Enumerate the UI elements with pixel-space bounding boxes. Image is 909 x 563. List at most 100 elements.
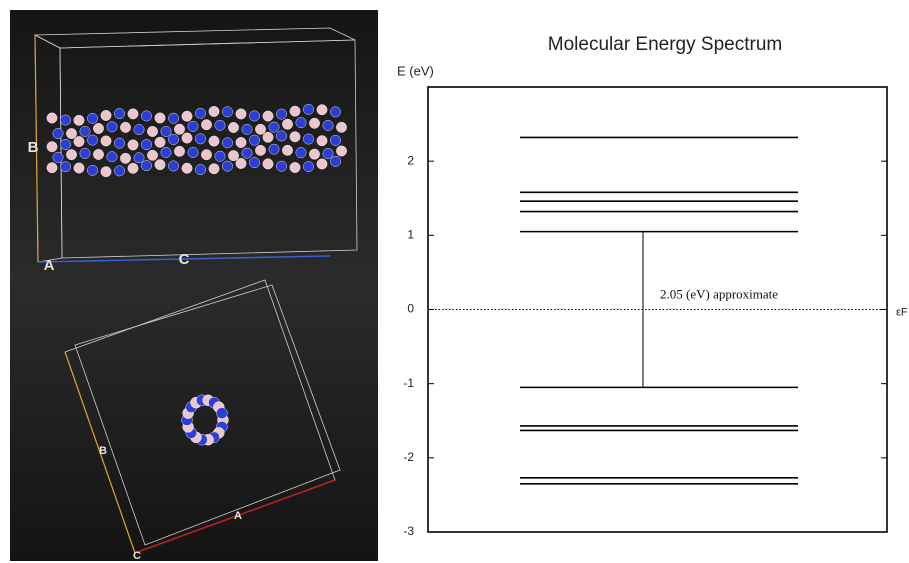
atom [269,144,279,154]
atom [222,107,232,117]
atom [141,111,151,121]
atom [317,159,327,169]
atom [242,124,252,134]
atom [87,165,97,175]
y-tick-label: 1 [407,228,414,242]
page: {"chart_data": {"type": "energy-levels",… [0,0,909,563]
atom [209,106,219,116]
atom [303,134,313,144]
atom [47,163,57,173]
atom [282,145,292,155]
chart-title: Molecular Energy Spectrum [548,34,782,55]
atom [276,109,286,119]
atom [269,122,279,132]
atom [236,137,246,147]
atom [128,140,138,150]
atom [336,122,346,132]
atom [201,120,211,130]
atom [236,109,246,119]
atom [290,132,300,142]
atom [155,113,165,123]
atom [309,118,319,128]
atom [330,107,340,117]
atom [282,119,292,129]
atom [128,109,138,119]
atom [60,162,70,172]
atom [174,124,184,134]
atom [147,150,157,160]
atom [323,120,333,130]
atom [276,131,286,141]
atom [101,136,111,146]
atom [330,156,340,166]
atom [276,161,286,171]
atom [128,163,138,173]
atom [134,124,144,134]
axis-label: B [99,445,107,457]
atom [228,150,238,160]
atom [168,161,178,171]
atom [114,166,124,176]
atom [195,134,205,144]
atom [47,142,57,152]
figure: B A C B A C Molecular Energy Spectrum E … [0,0,909,563]
atom [93,123,103,133]
atom [336,146,346,156]
atom [66,149,76,159]
atom [53,128,63,138]
atom [303,161,313,171]
axis-label: C [133,550,141,562]
energy-chart: Molecular Energy Spectrum E (eV) -3-2-10… [397,34,908,538]
atom [215,151,225,161]
atom [93,149,103,159]
structure-views: B A C B A C [10,10,378,562]
gap-annotation: 2.05 (eV) approximate [660,286,778,301]
atom [195,108,205,118]
y-axis-label: E (eV) [397,63,434,78]
atom [228,122,238,132]
atom [120,122,130,132]
atom [201,149,211,159]
atom [74,115,84,125]
atom [216,408,227,419]
y-tick-label: -2 [403,450,414,464]
atom [330,135,340,145]
atom [263,159,273,169]
atom [161,126,171,136]
atom [87,113,97,123]
atom [107,152,117,162]
atom [290,106,300,116]
atom [60,115,70,125]
y-tick-label: 2 [407,153,414,167]
atom [296,117,306,127]
atom [249,135,259,145]
atom [47,113,57,123]
atom [120,153,130,163]
atom [255,124,265,134]
atom [255,145,265,155]
atom [209,136,219,146]
atom [323,148,333,158]
axis-label: B [28,139,39,156]
atom [114,108,124,118]
atom [263,132,273,142]
atom [182,163,192,173]
atom [209,164,219,174]
atom [249,111,259,121]
atom [222,161,232,171]
plot-frame [428,87,887,532]
atom [141,139,151,149]
atom [188,147,198,157]
axis-label: C [179,251,190,268]
fermi-label: εF [896,306,908,318]
atom [188,121,198,131]
atom [317,105,327,115]
atom [53,152,63,162]
y-tick-label: -3 [403,524,414,538]
atom [80,126,90,136]
side-view-background [10,273,378,561]
atom [222,138,232,148]
atom [66,128,76,138]
y-tick-label: 0 [407,302,414,316]
atom [101,110,111,120]
